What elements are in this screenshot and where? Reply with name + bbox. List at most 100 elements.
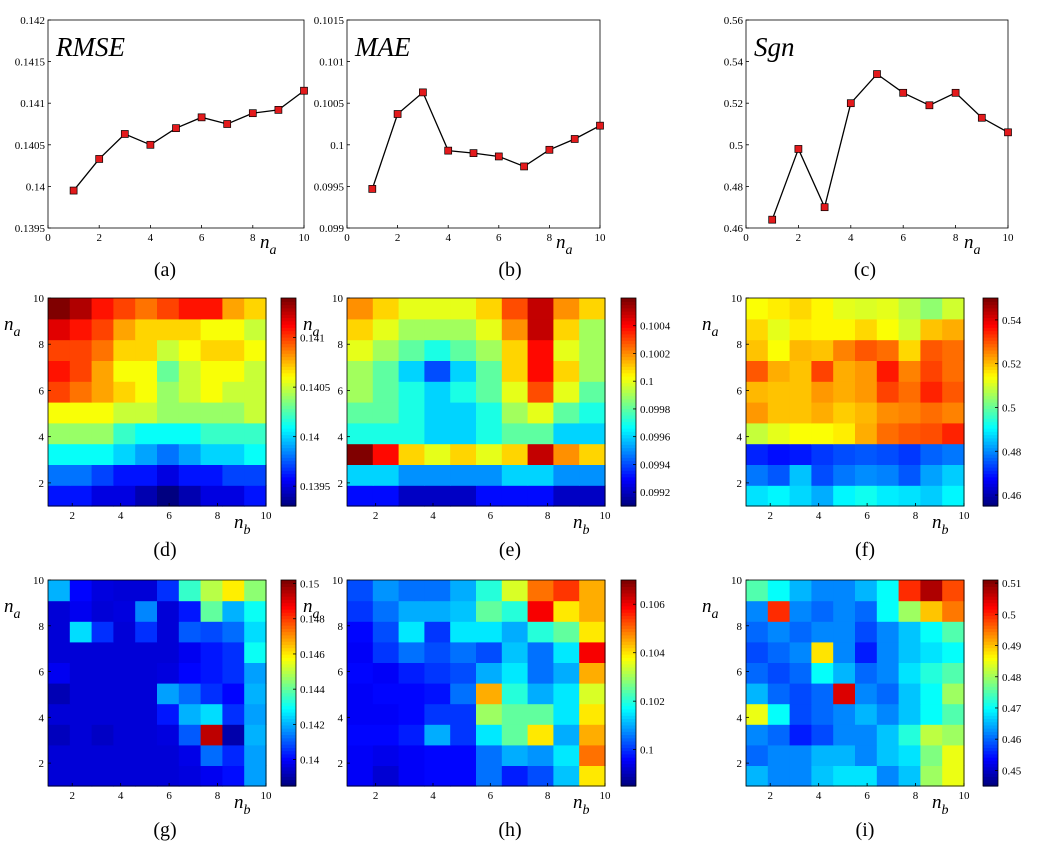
heatmap-cell	[746, 724, 769, 746]
colorbar-tick-label: 0.1002	[640, 348, 670, 360]
colorbar-swatch	[621, 389, 636, 393]
colorbar-swatch	[621, 476, 636, 481]
y-axis-label: na	[702, 596, 719, 622]
colorbar-swatch	[983, 402, 998, 406]
y-tick-label: 0.54	[724, 57, 744, 69]
colorbar-swatch	[281, 782, 296, 787]
heatmap-cell	[579, 600, 606, 622]
heatmap-cell	[579, 422, 606, 445]
colorbar-swatch	[621, 434, 636, 439]
heatmap-cell	[178, 662, 202, 684]
plot-frame	[47, 19, 305, 229]
heatmap-cell	[398, 318, 425, 341]
heatmap-cell	[579, 381, 606, 403]
heatmap-cell	[48, 402, 71, 424]
heatmap-cell	[476, 662, 503, 684]
colorbar-swatch	[983, 398, 998, 403]
heatmap-cell	[579, 641, 606, 663]
heatmap-cell	[69, 662, 93, 684]
heatmap-cell	[501, 600, 529, 622]
data-point	[120, 130, 129, 138]
data-point	[794, 145, 803, 153]
y-tick-label: 0.48	[724, 181, 744, 193]
heatmap-cell	[767, 422, 791, 445]
colorbar-swatch	[621, 760, 636, 765]
colorbar-swatch	[621, 343, 636, 348]
heatmap-cell	[579, 402, 606, 424]
heatmap-cell	[69, 703, 93, 725]
colorbar-swatch	[281, 311, 296, 315]
heatmap-cell	[527, 381, 554, 403]
colorbar-swatch	[983, 441, 998, 445]
colorbar-swatch	[281, 708, 296, 713]
colorbar-swatch	[281, 702, 296, 707]
heatmap-cell	[113, 683, 136, 705]
heatmap-cell	[135, 683, 158, 705]
heatmap-cell	[450, 744, 477, 766]
colorbar-swatch	[281, 747, 296, 752]
colorbar-swatch	[281, 670, 296, 674]
colorbar-tick-label: 0.1	[640, 745, 654, 757]
colorbar-swatch	[281, 385, 296, 390]
heatmap-cell	[553, 402, 580, 424]
y-tick-label: 2	[39, 758, 45, 770]
heatmap-cell	[579, 703, 606, 725]
heatmap-cell	[450, 580, 477, 602]
colorbar-swatch	[983, 699, 998, 703]
colorbar-swatch	[281, 304, 296, 309]
colorbar-swatch	[281, 320, 296, 325]
heatmap-cell	[48, 381, 71, 403]
heatmap-cell	[833, 683, 856, 705]
data-point	[172, 124, 180, 133]
data-point	[368, 185, 377, 193]
colorbar-swatch	[281, 473, 296, 478]
colorbar-swatch	[983, 589, 998, 594]
heatmap-cell	[942, 422, 965, 445]
colorbar-swatch	[281, 493, 296, 497]
heatmap-cell	[398, 485, 425, 507]
colorbar-tick-label: 0.148	[300, 614, 325, 626]
colorbar-swatch	[281, 763, 296, 768]
x-tick-label: 10	[959, 510, 971, 522]
y-tick-label: 2	[39, 478, 45, 490]
colorbar-swatch	[983, 734, 998, 739]
colorbar-swatch	[983, 583, 998, 588]
heatmap-cell	[178, 744, 202, 766]
heatmap-cell	[48, 464, 71, 486]
heatmap-cell	[398, 580, 425, 602]
colorbar-swatch	[621, 744, 636, 748]
heatmap-cell	[898, 443, 921, 465]
heatmap-cell	[48, 443, 71, 465]
heatmap-cell	[91, 600, 114, 622]
x-tick-label: 0	[743, 232, 749, 244]
colorbar-swatch	[621, 628, 636, 633]
colorbar-swatch	[621, 327, 636, 332]
heatmap-cell	[527, 360, 554, 382]
heatmap-cell	[876, 464, 900, 486]
heatmap-cell	[920, 298, 943, 320]
heatmap-cell	[476, 580, 503, 602]
heatmap-cell	[424, 381, 451, 403]
colorbar-swatch	[983, 327, 998, 332]
colorbar-swatch	[281, 327, 296, 332]
heatmap-cell	[579, 621, 606, 643]
y-axis-label: na	[303, 314, 320, 340]
heatmap-cell	[942, 464, 965, 486]
y-tick-label: 8	[39, 621, 45, 633]
heatmap-cell	[424, 360, 451, 382]
heatmap-cell	[767, 443, 791, 465]
heatmap-cell	[553, 600, 580, 622]
heatmap-cell	[746, 641, 769, 663]
heatmap-cell	[476, 600, 503, 622]
panel-caption: (e)	[499, 539, 521, 561]
heatmap-cell	[876, 600, 900, 622]
panel-caption: (b)	[498, 259, 521, 281]
heatmap-cell	[347, 683, 374, 705]
heatmap-cell	[898, 703, 921, 725]
heatmap-cell	[501, 443, 529, 465]
y-tick-label: 0.46	[724, 223, 744, 235]
colorbar-swatch	[621, 470, 636, 475]
colorbar-swatch	[621, 376, 636, 380]
colorbar-swatch	[983, 637, 998, 642]
heatmap-cell	[222, 485, 245, 507]
